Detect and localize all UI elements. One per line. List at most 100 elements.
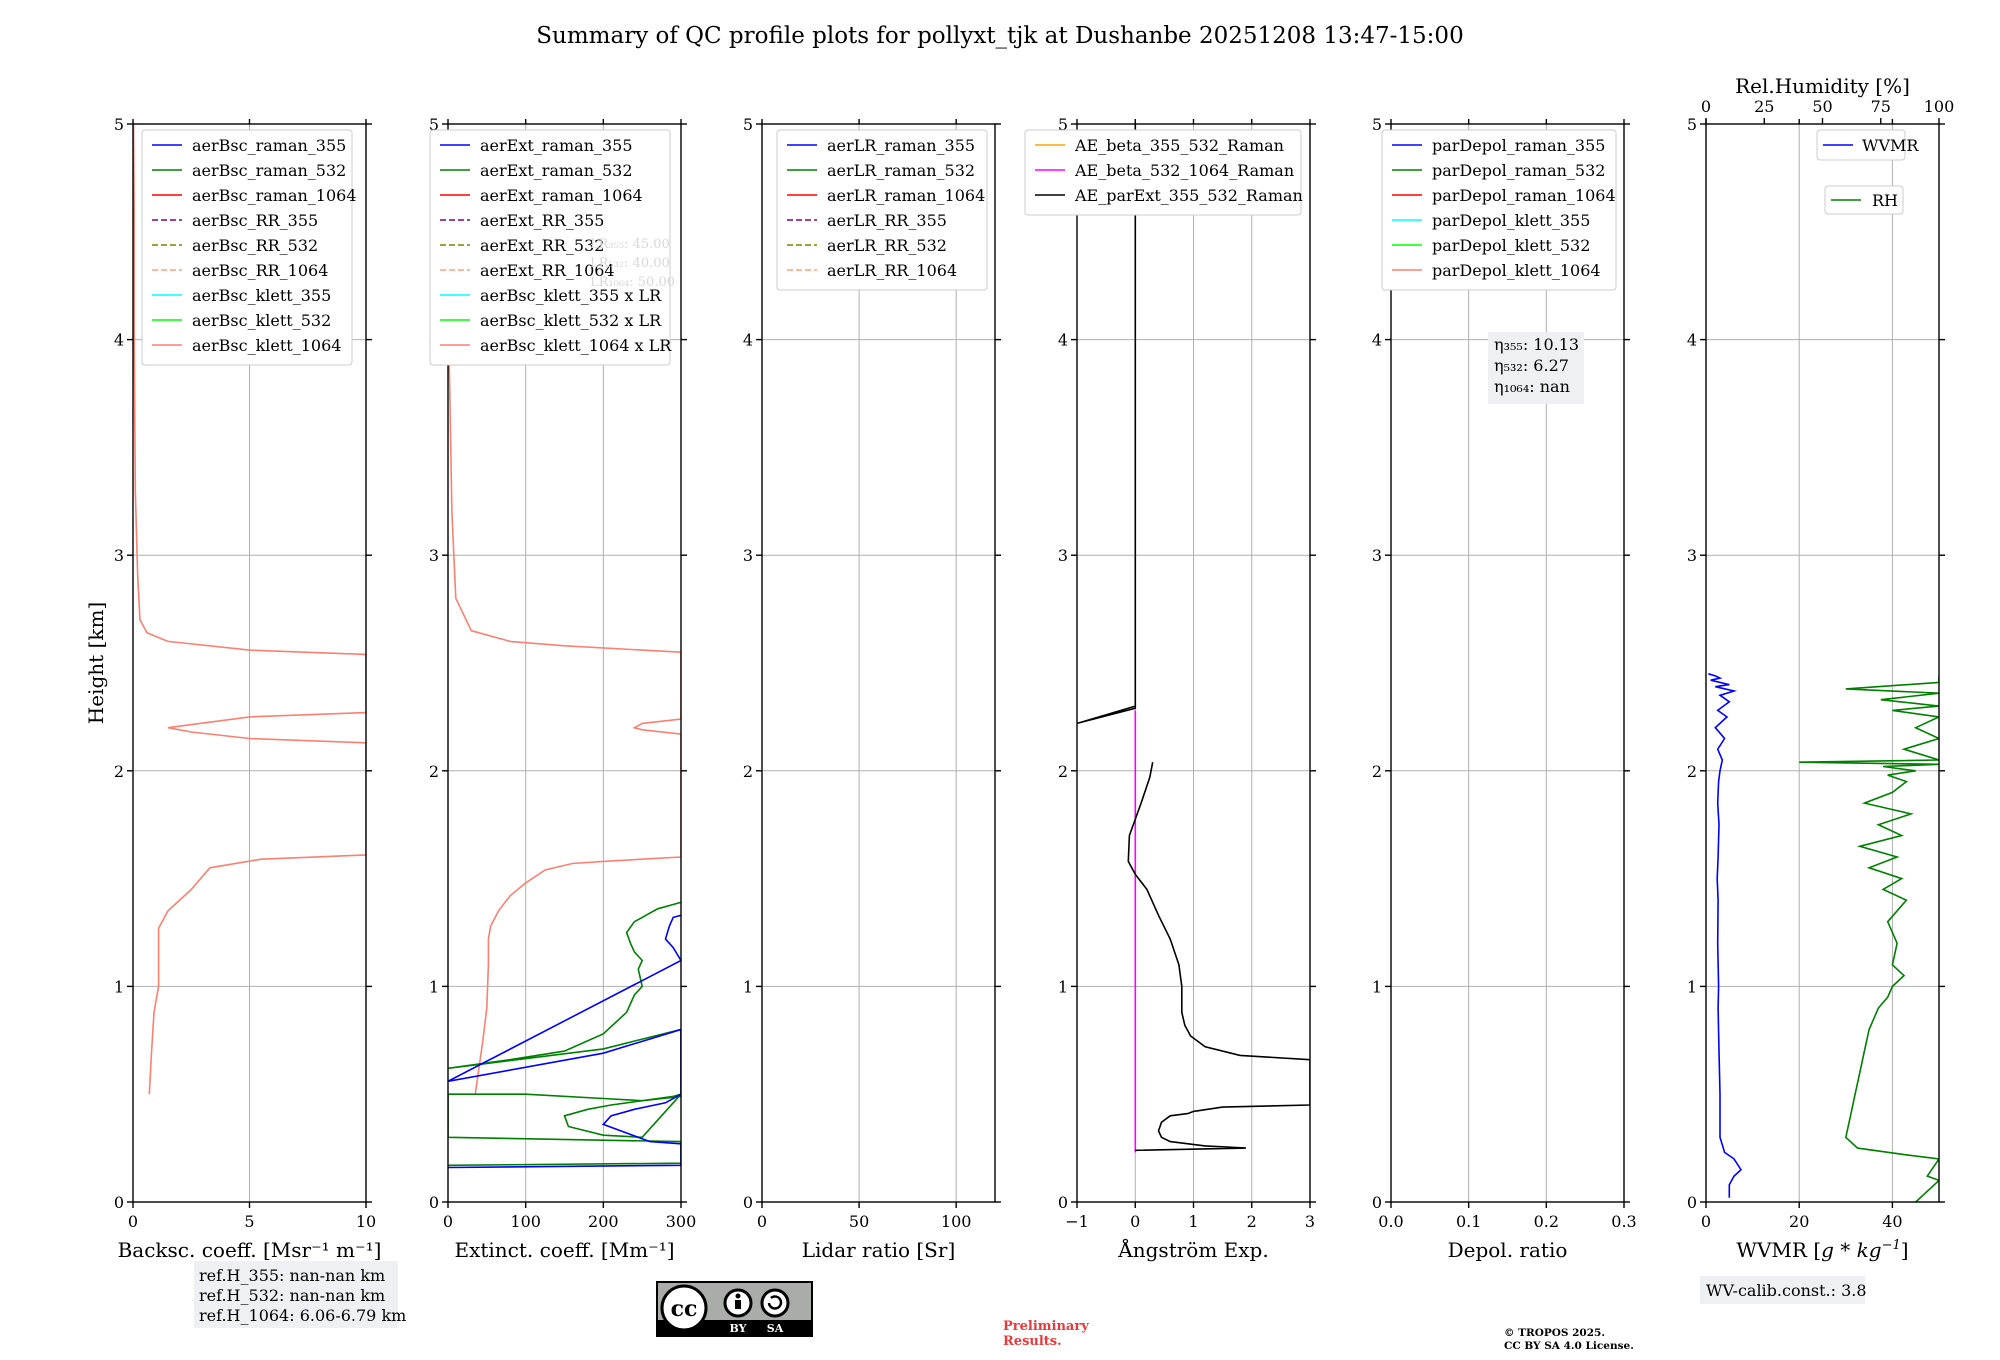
wv-calibration-box xyxy=(1700,1276,1865,1304)
y-tick-label-5: 5 xyxy=(429,115,439,134)
legend-label-0: aerLR_raman_355 xyxy=(827,136,975,155)
y-tick-label-3: 3 xyxy=(114,546,124,565)
x-axis-label: Extinct. coeff. [Mm⁻¹] xyxy=(454,1238,674,1262)
axes-frame-depol xyxy=(1390,123,1625,1203)
y-tick-label-3: 3 xyxy=(743,546,753,565)
y-tick-label-4: 4 xyxy=(1372,331,1382,350)
x-axis-label: Depol. ratio xyxy=(1448,1238,1568,1262)
x-tick-label-1: 0.1 xyxy=(1456,1212,1481,1231)
legend-label-8: aerBsc_klett_1064 x LR xyxy=(480,336,672,355)
series-ae-parext-355-532-raman xyxy=(1077,124,1137,725)
panel-ext: 0100200300012345Extinct. coeff. [Mm⁻¹]ae… xyxy=(429,115,696,1262)
y-tick-label-4: 4 xyxy=(1687,331,1697,350)
x-axis-label: Lidar ratio [Sr] xyxy=(802,1238,956,1262)
legend-label-1: aerExt_raman_532 xyxy=(480,161,633,180)
ref-h-355: ref.H_355: nan-nan km xyxy=(199,1266,385,1285)
legend-label-3: aerLR_RR_355 xyxy=(827,211,947,230)
legend-label-1: aerBsc_raman_532 xyxy=(192,161,346,180)
legend-box xyxy=(429,129,671,366)
legend-box xyxy=(1381,129,1617,291)
panel-bsc: 0 5 10 0 1 2 3 4 5 Backsc. coeff. [Msr⁻¹ m⁻¹] Heig… xyxy=(84,115,381,1262)
y-tick-label-0: 0 xyxy=(743,1193,753,1212)
x-tick-label-3: 0.3 xyxy=(1611,1212,1636,1231)
eta-label-1: η₅₃₂: 6.27 xyxy=(1494,356,1569,375)
top-axis-label: Rel.Humidity [%] xyxy=(1735,74,1910,98)
series-group-ae xyxy=(1077,124,1310,1153)
preliminary-line-2: Results. xyxy=(1003,1334,1062,1349)
badge-by-text: BY xyxy=(730,1322,747,1335)
series-aerbsc-klett-1064 xyxy=(133,124,366,1095)
top-x-tick-label-2: 50 xyxy=(1812,97,1832,116)
legend-label: RH xyxy=(1872,191,1898,210)
legend-label-2: aerBsc_raman_1064 xyxy=(192,186,357,205)
legend-ae: AE_beta_355_532_Raman AE_beta_532_1064_Ra… xyxy=(1024,129,1303,216)
legend-label-2: AE_parExt_355_532_Raman xyxy=(1074,186,1303,205)
legend-label-1: aerLR_raman_532 xyxy=(827,161,975,180)
series-wvmr xyxy=(1708,673,1743,1198)
preliminary-line-1: Preliminary xyxy=(1003,1319,1089,1334)
axes-frame-ext xyxy=(447,123,682,1203)
top-x-tick-label-0: 0 xyxy=(1701,97,1711,116)
y-tick-label-1: 1 xyxy=(1058,977,1068,996)
y-tick-label-2: 2 xyxy=(1058,762,1068,781)
cc-icon-text: cc xyxy=(671,1296,698,1322)
sa-icon xyxy=(760,1288,790,1318)
ref-h-532: ref.H_532: nan-nan km xyxy=(199,1286,385,1305)
x-tick-label-0: 0 xyxy=(1701,1212,1711,1231)
by-person-head xyxy=(735,1293,741,1299)
top-x-tick-label-3: 75 xyxy=(1871,97,1891,116)
legend-label-3: aerBsc_RR_355 xyxy=(192,211,318,230)
legend-label-6: aerBsc_klett_355 x LR xyxy=(480,286,662,305)
preliminary-note: Preliminary Results. xyxy=(1003,1319,1089,1349)
legend-box xyxy=(141,129,353,366)
legend-label-1: parDepol_raman_532 xyxy=(1432,161,1605,180)
y-tick-label-0: 0 xyxy=(1058,1193,1068,1212)
y-tick-label-5: 5 xyxy=(1058,115,1068,134)
legend-label-1: AE_beta_532_1064_Raman xyxy=(1074,161,1294,180)
legend-label-2: aerExt_raman_1064 xyxy=(480,186,643,205)
y-tick-label-5: 5 xyxy=(114,115,124,134)
y-tick-label-1: 1 xyxy=(114,977,124,996)
legend-label-3: parDepol_klett_355 xyxy=(1432,211,1590,230)
x-tick-label-2: 10 xyxy=(356,1212,376,1231)
series-group-ext xyxy=(448,339,681,1169)
y-tick-label-0: 0 xyxy=(1687,1193,1697,1212)
legend-label-3: aerExt_RR_355 xyxy=(480,211,604,230)
legend-label-6: aerBsc_klett_355 xyxy=(192,286,331,305)
panel-wv: 0 20 40 0 1 2 3 4 5 WVMR [g * kg−1] 0 25 50 75 100 Rel.… xyxy=(1687,74,1954,1262)
legend-bsc: aerBsc_raman_355 aerBsc_raman_532 aerBsc_r… xyxy=(141,129,357,366)
y-tick-label-0: 0 xyxy=(114,1193,124,1212)
legend-label-4: aerLR_RR_532 xyxy=(827,236,947,255)
sa-arrow xyxy=(767,1295,783,1310)
y-tick-label-5: 5 xyxy=(1372,115,1382,134)
cc-license-badge: cc BY SA xyxy=(656,1281,813,1337)
axes-frame-wv xyxy=(1705,123,1940,1203)
x-tick-label-0: 0.0 xyxy=(1378,1212,1403,1231)
y-tick-label-2: 2 xyxy=(114,762,124,781)
legend-label-0: parDepol_raman_355 xyxy=(1432,136,1605,155)
legend-label-7: aerBsc_klett_532 xyxy=(192,311,331,330)
y-tick-label-3: 3 xyxy=(429,546,439,565)
legend-ext: aerExt_raman_355 aerExt_raman_532 aerExt_r… xyxy=(429,129,672,366)
legend-depol: parDepol_raman_355 parDepol_raman_532 parD… xyxy=(1381,129,1617,291)
axes-frame-lr xyxy=(761,123,996,1203)
legend-label-2: parDepol_raman_1064 xyxy=(1432,186,1616,205)
legend-label-5: aerBsc_RR_1064 xyxy=(192,261,328,280)
series-aerbsc-klett-1064-x-lr xyxy=(448,339,681,1095)
series-group-wv xyxy=(1708,673,1939,1202)
top-x-tick-label-1: 25 xyxy=(1754,97,1774,116)
x-axis-label: Ångström Exp. xyxy=(1117,1237,1268,1262)
y-tick-label-2: 2 xyxy=(743,762,753,781)
x-tick-label-1: 0 xyxy=(1130,1212,1140,1231)
legend-label-5: aerLR_RR_1064 xyxy=(827,261,957,280)
x-tick-label-1: 100 xyxy=(510,1212,541,1231)
x-axis-label: WVMR [g * kg−1] xyxy=(1736,1238,1908,1262)
legend-label-5: aerExt_RR_1064 xyxy=(480,261,615,280)
x-tick-label-0: 0 xyxy=(128,1212,138,1231)
eta-label-0: η₃₅₅: 10.13 xyxy=(1494,335,1579,354)
x-tick-label-2: 40 xyxy=(1882,1212,1902,1231)
cc-icon xyxy=(660,1284,708,1332)
series-group-bsc xyxy=(133,124,366,1095)
legend-label-2: aerLR_raman_1064 xyxy=(827,186,985,205)
